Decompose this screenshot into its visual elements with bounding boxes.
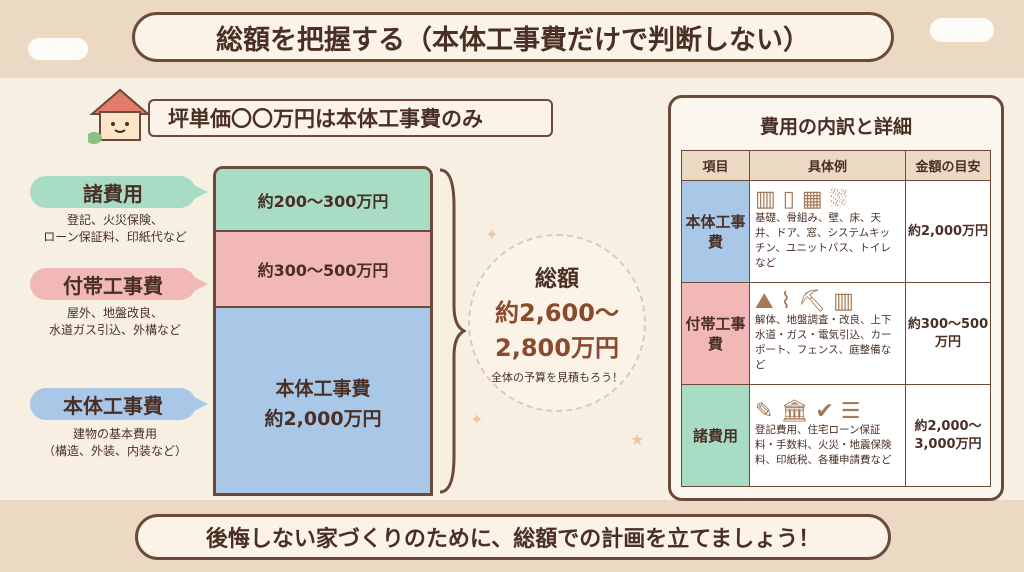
desc-line: 登記、火災保険、: [66, 213, 163, 227]
row-examples: 登記費用、住宅ローン保証料・手数料、火災・地震保険料、印紙税、各種申請費など: [755, 423, 892, 466]
desc-line: 水道ガス引込、外構など: [48, 323, 181, 337]
row-examples: 解体、地盤調査・改良、上下水道・ガス・電気引込、カーポート、フェンス、庭整備など: [755, 314, 892, 371]
house-icon: [88, 88, 151, 144]
breakdown-table: 項目 具体例 金額の目安 本体工事費 ▥ ▯ ▦ ⛆ 基礎、骨組み、壁、床、天井、…: [681, 150, 991, 487]
stack-shohiyo: 約200〜300万円: [216, 169, 430, 232]
cost-stack: 約200〜300万円 約300〜500万円 本体工事費 約2,000万円: [213, 166, 433, 496]
total-note: 全体の予算を見積もろう！: [491, 371, 623, 384]
row-amount: 約2,000万円: [905, 180, 991, 283]
page-title: 総額を把握する（本体工事費だけで判断しない）: [132, 12, 894, 62]
total-label: 総額: [534, 267, 579, 292]
row-examples: 基礎、骨組み、壁、床、天井、ドア、窓、システムキッチン、ユニットバス、トイレなど: [755, 212, 891, 269]
cloud-icon: [28, 38, 88, 60]
desc-line: 屋外、地盤改良、: [66, 306, 163, 320]
row-category: 諸費用: [681, 384, 750, 487]
row-category: 本体工事費: [681, 180, 750, 283]
footer-message: 後悔しない家づくりのために、総額での計画を立てましょう！: [135, 514, 891, 560]
sparkle-icon: ✦: [485, 225, 499, 244]
breakdown-panel: 費用の内訳と詳細 項目 具体例 金額の目安 本体工事費 ▥ ▯ ▦ ⛆ 基礎、骨組…: [668, 95, 1004, 501]
label-shohiyo: 諸費用: [30, 176, 208, 208]
stack-futai: 約300〜500万円: [216, 232, 430, 308]
label-futai: 付帯工事費: [30, 268, 208, 300]
table-row: 付帯工事費 ⛰ ⌇ ⛏ ▥ 解体、地盤調査・改良、上下水道・ガス・電気引込、カーポ…: [681, 282, 991, 385]
header-examples: 具体例: [749, 150, 906, 181]
table-row: 本体工事費 ▥ ▯ ▦ ⛆ 基礎、骨組み、壁、床、天井、ドア、窓、システムキッチン…: [681, 180, 991, 283]
cloud-icon: [930, 18, 994, 42]
header-amount: 金額の目安: [905, 150, 991, 181]
row-amount: 約2,000〜3,000万円: [905, 384, 991, 487]
row-amount: 約300〜500万円: [905, 282, 991, 385]
stack-hontai-amount: 約2,000万円: [264, 407, 382, 430]
stack-shohiyo-amount: 約200〜300万円: [257, 191, 389, 211]
stack-futai-amount: 約300〜500万円: [257, 261, 389, 280]
table-row: 諸費用 ✎ 🏛 ✔ ☰ 登記費用、住宅ローン保証料・手数料、火災・地震保険料、印紙…: [681, 384, 991, 487]
total-amount: 約2,600〜: [495, 299, 619, 327]
stack-hontai-label: 本体工事費: [275, 377, 371, 400]
header-item: 項目: [681, 150, 750, 181]
total-circle: 総額 約2,600〜 2,800万円 全体の予算を見積もろう！: [468, 234, 646, 412]
desc-line: 建物の基本費用: [72, 427, 157, 441]
stack-hontai: 本体工事費 約2,000万円: [216, 308, 430, 493]
label-hontai: 本体工事費: [30, 388, 208, 420]
row-category: 付帯工事費: [681, 282, 750, 385]
site-work-icons: ⛰ ⌇ ⛏ ▥: [755, 289, 854, 314]
sparkle-icon: ★: [630, 430, 645, 449]
desc-line: （構造、外装、内装など）: [42, 444, 187, 458]
subtitle-ribbon: 坪単価〇〇万円は本体工事費のみ: [148, 99, 553, 137]
desc-line: ローン保証料、印紙代など: [43, 230, 187, 244]
brace-icon: [439, 168, 466, 494]
panel-title: 費用の内訳と詳細: [759, 116, 912, 138]
building-parts-icons: ▥ ▯ ▦ ⛆: [755, 187, 848, 212]
document-icons: ✎ 🏛 ✔ ☰: [755, 398, 861, 424]
sparkle-icon: ✦: [470, 410, 484, 429]
total-amount: 2,800万円: [495, 334, 619, 362]
